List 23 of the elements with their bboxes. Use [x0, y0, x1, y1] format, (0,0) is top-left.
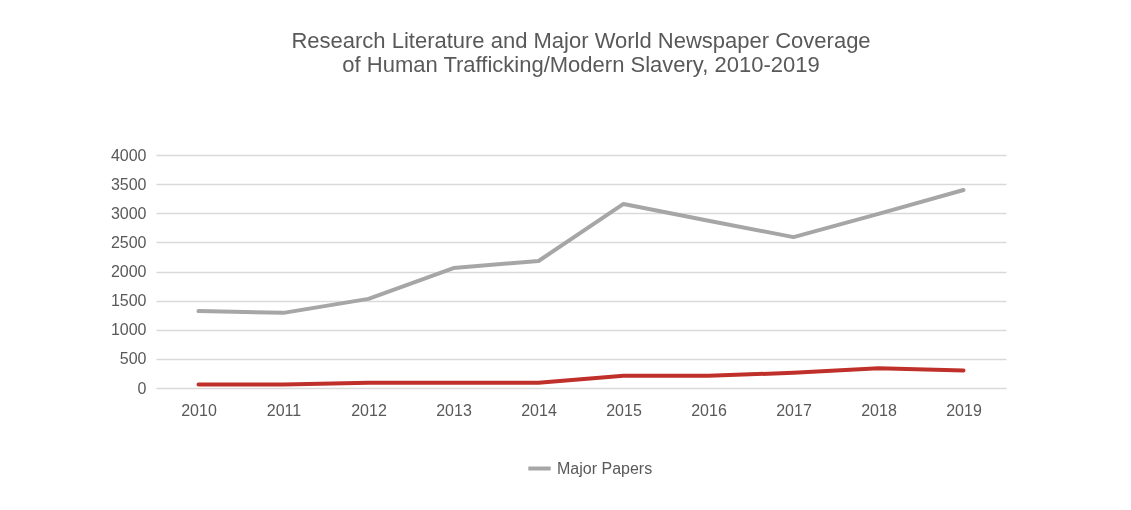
- line-series: [196, 187, 966, 315]
- x-tick-label: 2018: [861, 401, 897, 419]
- y-tick-label: 4000: [110, 146, 147, 164]
- x-tick-label: 2014: [521, 401, 557, 419]
- y-tick-label: 3000: [110, 204, 147, 222]
- x-tick-label: 2019: [946, 401, 982, 419]
- x-tick-label: 2016: [691, 401, 727, 419]
- x-tick-label: 2013: [436, 401, 472, 419]
- chart-title: Research Literature and Major World Newspaper Coverage of Human Trafficking/Modern Slavery, 2010-2019: [291, 28, 871, 77]
- y-tick-label: 0: [137, 379, 147, 397]
- y-tick-label: 500: [119, 350, 147, 368]
- x-tick-label: 2012: [351, 401, 387, 419]
- y-tick-label: 1000: [110, 321, 147, 339]
- x-tick-label: 2015: [606, 401, 642, 419]
- legend-label: Major Papers: [557, 459, 653, 477]
- y-tick-label: 1500: [110, 292, 147, 310]
- line-series: [196, 366, 966, 387]
- y-tick-label: 2000: [110, 263, 147, 280]
- x-tick-label: 2010: [181, 401, 217, 419]
- x-tick-label: 2011: [266, 401, 302, 419]
- y-tick-label: 2500: [110, 233, 147, 251]
- y-tick-label: 3500: [110, 175, 147, 193]
- x-tick-label: 2017: [776, 401, 812, 419]
